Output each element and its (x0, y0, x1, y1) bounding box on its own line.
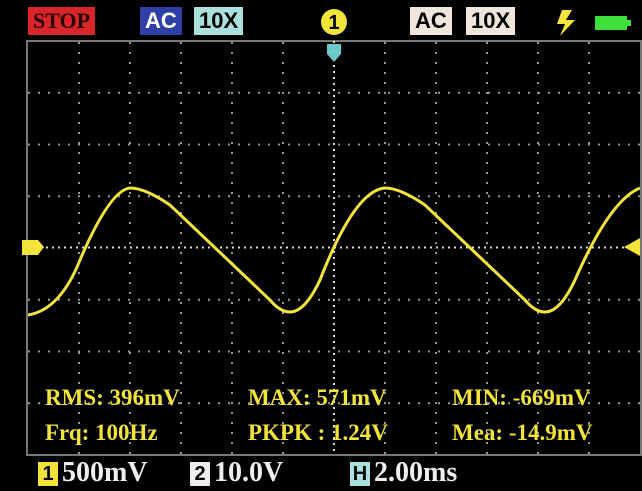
max: MAX: 571mV (248, 385, 387, 411)
ch2-scale: 10.0V (214, 458, 283, 488)
battery (595, 16, 627, 30)
ch1-probe: 10X (194, 7, 243, 35)
min: MIN: -669mV (452, 385, 591, 411)
ch1-coupling: AC (140, 7, 182, 35)
trigger-edge-icon (557, 10, 575, 36)
ch2-probe: 10X (466, 7, 515, 35)
battery-tip (627, 20, 631, 26)
h-label: H (350, 462, 370, 486)
pkpk: PKPK : 1.24V (248, 420, 388, 446)
h-scale: 2.00ms (374, 458, 457, 488)
ch2-coupling: AC (410, 7, 452, 35)
display: 1 (0, 0, 642, 491)
mea: Mea: -14.9mV (452, 420, 593, 446)
ch2-label: 2 (190, 462, 210, 486)
ch1-label: 1 (38, 462, 58, 486)
frq: Frq: 100Hz (45, 420, 158, 446)
rms: RMS: 396mV (45, 385, 180, 411)
status: STOP (28, 7, 95, 35)
oscilloscope-screen: 1 STOP AC 10X AC 10X RMS: 396mV MAX: 571… (0, 0, 642, 491)
ch1-scale: 500mV (62, 458, 148, 488)
trigger-channel: 1 (328, 12, 339, 34)
